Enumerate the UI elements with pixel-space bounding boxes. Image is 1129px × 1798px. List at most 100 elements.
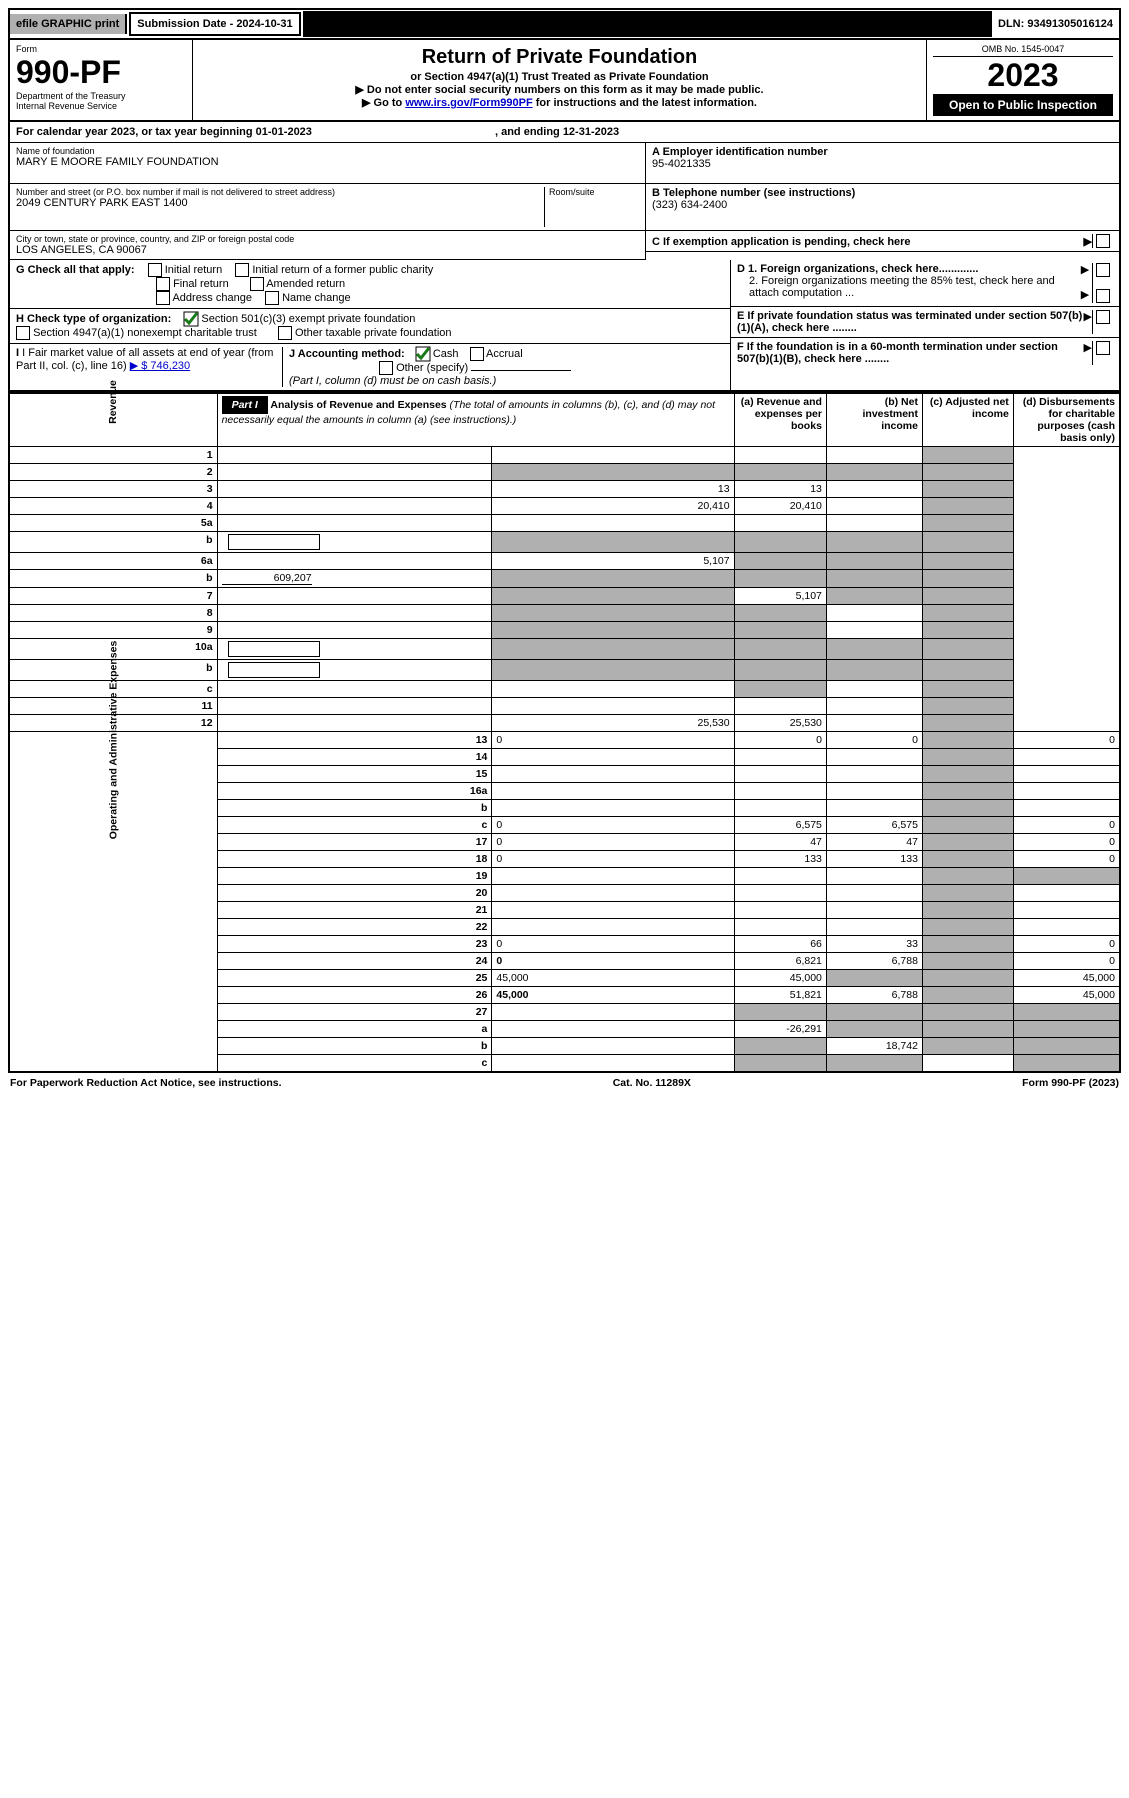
footer-right: Form 990-PF (2023) [1022,1077,1119,1089]
cb-final[interactable] [156,277,170,291]
cell-d: 0 [1013,817,1120,834]
cell-d [922,447,1013,464]
cell-a: 0 [734,732,826,749]
checkbox-c[interactable] [1096,234,1110,248]
cell-b: 133 [826,851,922,868]
line-number: b [217,800,492,817]
cell-b [826,970,922,987]
cell-b [826,749,922,766]
cell-a: 133 [734,851,826,868]
cell-c [922,902,1013,919]
cell-c [922,1038,1013,1055]
note2: ▶ Go to www.irs.gov/Form990PF for instru… [199,96,920,109]
line-desc [492,885,734,902]
line-desc [492,766,734,783]
line-desc: 0 [492,851,734,868]
line-desc [217,605,492,622]
table-row: 11 [9,698,1120,715]
cell-a [734,783,826,800]
line-number: c [217,817,492,834]
cb-addr-change[interactable] [156,291,170,305]
omb: OMB No. 1545-0047 [933,44,1113,57]
cell-c [826,639,922,660]
col-c-header: (c) Adjusted net income [922,393,1013,447]
ein-label: A Employer identification number [652,146,1113,158]
cell-c [922,1055,1013,1073]
line-number: b [9,532,217,553]
cell-a [734,919,826,936]
note1: ▶ Do not enter social security numbers o… [199,83,920,96]
cell-a: 66 [734,936,826,953]
cell-b [826,766,922,783]
black-strip [303,11,992,37]
line-number: 3 [9,481,217,498]
cb-other-tax[interactable] [278,326,292,340]
line-desc [217,532,492,553]
line-number: 26 [217,987,492,1004]
line-number: 16a [217,783,492,800]
header-mid: Return of Private Foundation or Section … [193,40,926,120]
form-label: Form [16,44,186,54]
cell-c [922,851,1013,868]
cell-c [922,749,1013,766]
line-number: 24 [217,953,492,970]
cell-c [922,1021,1013,1038]
f-label: F If the foundation is in a 60-month ter… [737,341,1084,365]
cell-b [826,919,922,936]
cb-initial-pub[interactable] [235,263,249,277]
line-desc [217,698,492,715]
cell-d [1013,1021,1120,1038]
side-expenses: Operating and Administrative Expenses [9,732,217,1073]
cell-b [826,1021,922,1038]
cb-d2[interactable] [1096,289,1110,303]
cb-amended[interactable] [250,277,264,291]
line-desc [492,868,734,885]
cb-cash[interactable] [416,347,430,361]
cell-b [826,1055,922,1073]
cell-b [734,515,826,532]
cell-a: 45,000 [734,970,826,987]
cell-b: 25,530 [734,715,826,732]
table-row: 31313 [9,481,1120,498]
line-desc [217,588,492,605]
part1-title: Analysis of Revenue and Expenses [270,399,446,411]
cb-initial[interactable] [148,263,162,277]
cell-d [1013,885,1120,902]
table-row: 420,41020,410 [9,498,1120,515]
cell-d [1013,1004,1120,1021]
form-subtitle: or Section 4947(a)(1) Trust Treated as P… [199,71,920,83]
cell-a [492,464,734,481]
cell-b [734,622,826,639]
table-row: 1 [9,447,1120,464]
form-link[interactable]: www.irs.gov/Form990PF [405,97,532,109]
line-number: 4 [9,498,217,515]
footer-left: For Paperwork Reduction Act Notice, see … [10,1077,282,1089]
cb-f[interactable] [1096,341,1110,355]
cb-4947[interactable] [16,326,30,340]
cb-accrual[interactable] [470,347,484,361]
cell-c [826,570,922,588]
line-number: 8 [9,605,217,622]
cell-b: 6,788 [826,953,922,970]
line-number: 7 [9,588,217,605]
line-desc: 45,000 [492,987,734,1004]
top-bar: efile GRAPHIC print Submission Date - 20… [8,8,1121,40]
cb-d1[interactable] [1096,263,1110,277]
line-number: 21 [217,902,492,919]
cell-a [734,749,826,766]
irs-label: Internal Revenue Service [16,101,186,111]
cb-other-spec[interactable] [379,361,393,375]
cb-name-change[interactable] [265,291,279,305]
cb-501c3[interactable] [184,312,198,326]
cb-e[interactable] [1096,310,1110,324]
cell-c [922,783,1013,800]
table-row: b609,207 [9,570,1120,588]
cell-a [492,698,734,715]
table-row: Operating and Administrative Expenses130… [9,732,1120,749]
cell-a [734,868,826,885]
header-right: OMB No. 1545-0047 2023 Open to Public In… [926,40,1119,120]
cell-b [734,464,826,481]
tax-year: 2023 [933,57,1113,94]
line-desc [217,715,492,732]
cell-d [1013,1055,1120,1073]
